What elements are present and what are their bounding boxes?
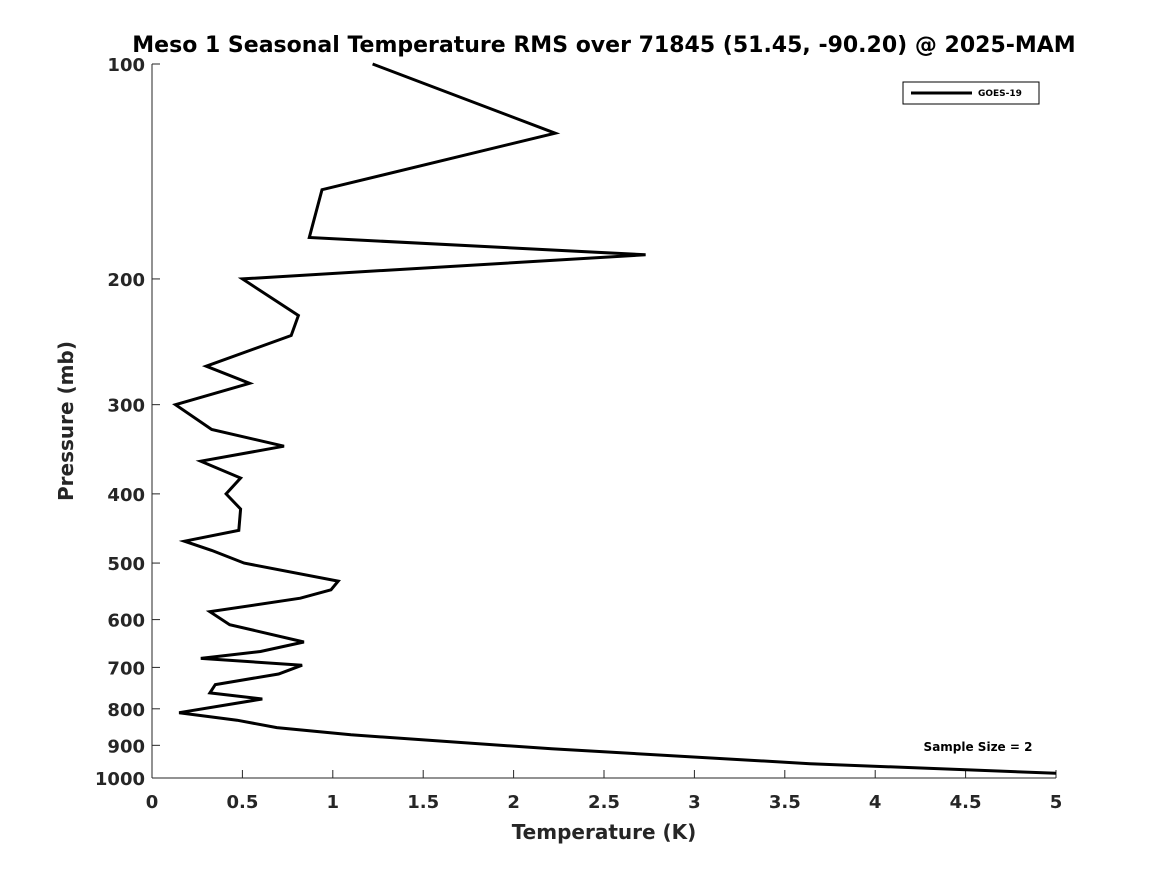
x-tick-label: 2.5 [588, 792, 620, 813]
chart-title: Meso 1 Seasonal Temperature RMS over 718… [132, 33, 1075, 58]
y-tick-label: 700 [107, 658, 145, 679]
x-axis-label: Temperature (K) [512, 820, 697, 844]
y-ticks: 100 200 300 400 500 600 700 800 900 1000 [95, 55, 160, 790]
sample-size-annotation: Sample Size = 2 [924, 740, 1033, 754]
series-group [172, 62, 1057, 775]
y-tick-label: 500 [107, 554, 145, 575]
y-tick-label: 900 [107, 736, 145, 757]
y-tick-label: 800 [107, 700, 145, 721]
x-ticks: 0 0.5 1 1.5 2 2.5 3 3.5 4 4.5 5 [146, 770, 1063, 813]
x-tick-label: 4 [869, 792, 882, 813]
y-tick-label: 300 [107, 396, 145, 417]
y-tick-label: 100 [107, 55, 145, 76]
legend: GOES-19 [902, 81, 1040, 105]
x-tick-label: 0 [146, 792, 159, 813]
y-tick-label: 1000 [95, 769, 145, 790]
x-tick-label: 3.5 [769, 792, 801, 813]
x-tick-label: 0.5 [226, 792, 258, 813]
x-tick-label: 5 [1050, 792, 1063, 813]
y-tick-label: 400 [107, 485, 145, 506]
x-tick-label: 2 [507, 792, 520, 813]
x-tick-label: 1 [327, 792, 340, 813]
y-axis-label: Pressure (mb) [54, 341, 78, 501]
plot-area [152, 64, 1056, 778]
legend-label-goes-19: GOES-19 [978, 89, 1022, 99]
y-tick-label: 600 [107, 611, 145, 632]
x-tick-label: 1.5 [407, 792, 439, 813]
x-tick-label: 3 [688, 792, 701, 813]
x-tick-label: 4.5 [950, 792, 982, 813]
series-line-goes-19 [172, 62, 1057, 775]
y-tick-label: 200 [107, 270, 145, 291]
